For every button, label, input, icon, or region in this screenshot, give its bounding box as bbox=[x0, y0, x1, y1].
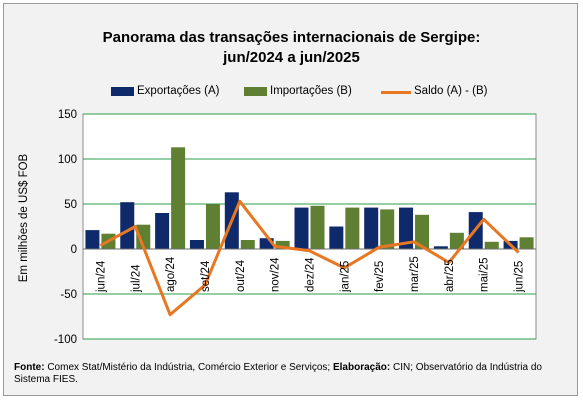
y-tick-label: -50 bbox=[60, 289, 77, 301]
bar-exportacoes bbox=[189, 240, 204, 249]
legend-label-exportacoes: Exportações (A) bbox=[137, 85, 220, 97]
x-tick-label: jun/24 bbox=[95, 260, 107, 293]
bar-importacoes bbox=[136, 224, 151, 249]
y-tick-label: 150 bbox=[58, 109, 77, 121]
bar-exportacoes bbox=[433, 246, 448, 249]
legend-label-importacoes: Importações (B) bbox=[270, 85, 352, 97]
chart-title: Panorama das transações internacionais d… bbox=[102, 29, 481, 46]
source-note: Fonte: Comex Stat/Mistério da Indústria,… bbox=[14, 362, 569, 386]
y-tick-label: 100 bbox=[58, 154, 77, 166]
bar-exportacoes bbox=[399, 207, 414, 249]
bar-importacoes bbox=[171, 147, 186, 249]
x-tick-label: abr/25 bbox=[444, 259, 456, 292]
legend-swatch-importacoes bbox=[244, 87, 267, 96]
bar-importacoes bbox=[310, 205, 325, 249]
legend-line-saldo bbox=[381, 91, 411, 94]
bar-importacoes bbox=[380, 209, 395, 249]
y-tick-label: 0 bbox=[71, 244, 77, 256]
bar-exportacoes bbox=[294, 207, 309, 249]
bar-exportacoes bbox=[364, 207, 379, 249]
x-tick-label: set/24 bbox=[200, 260, 212, 292]
x-tick-label: mar/25 bbox=[409, 256, 421, 292]
elaboration-label: Elaboração: bbox=[332, 362, 391, 373]
source-text: Comex Stat/Mistério da Indústria, Comérc… bbox=[44, 362, 333, 373]
line-saldo bbox=[99, 199, 520, 317]
bar-importacoes bbox=[449, 232, 464, 249]
x-tick-label: out/24 bbox=[235, 259, 247, 292]
bar-importacoes bbox=[240, 240, 255, 249]
x-tick-label: ago/24 bbox=[165, 256, 177, 292]
legend: Exportações (A) Importações (B) Saldo (A… bbox=[0, 84, 583, 100]
bar-exportacoes bbox=[85, 230, 100, 249]
bar-importacoes bbox=[519, 237, 534, 249]
bar-exportacoes bbox=[259, 238, 274, 249]
y-tick-label: -100 bbox=[54, 334, 77, 346]
x-tick-label: jul/24 bbox=[130, 264, 142, 293]
bar-importacoes bbox=[415, 214, 430, 249]
legend-label-saldo: Saldo (A) - (B) bbox=[414, 85, 488, 97]
x-tick-label: fev/25 bbox=[374, 261, 386, 292]
source-label: Fonte: bbox=[14, 362, 45, 373]
x-tick-label: dez/24 bbox=[305, 257, 317, 292]
y-tick-label: 50 bbox=[64, 199, 77, 211]
bar-importacoes bbox=[205, 204, 220, 249]
bar-exportacoes bbox=[120, 202, 135, 249]
plot-area bbox=[82, 113, 537, 340]
x-tick-label: nov/24 bbox=[270, 257, 282, 292]
bar-exportacoes bbox=[155, 213, 170, 249]
x-tick-label: jun/25 bbox=[514, 261, 526, 293]
x-tick-label: jan/25 bbox=[339, 261, 351, 293]
bar-importacoes bbox=[275, 240, 290, 249]
legend-swatch-exportacoes bbox=[111, 87, 134, 96]
elaboration-text: CIN; Observatório da Indústria do Sistem… bbox=[14, 362, 542, 385]
bar-exportacoes bbox=[329, 226, 344, 249]
x-tick-label: mai/25 bbox=[479, 257, 491, 292]
bar-importacoes bbox=[484, 241, 499, 249]
chart-subtitle: jun/2024 a jun/2025 bbox=[223, 49, 360, 66]
bar-importacoes bbox=[345, 207, 360, 249]
